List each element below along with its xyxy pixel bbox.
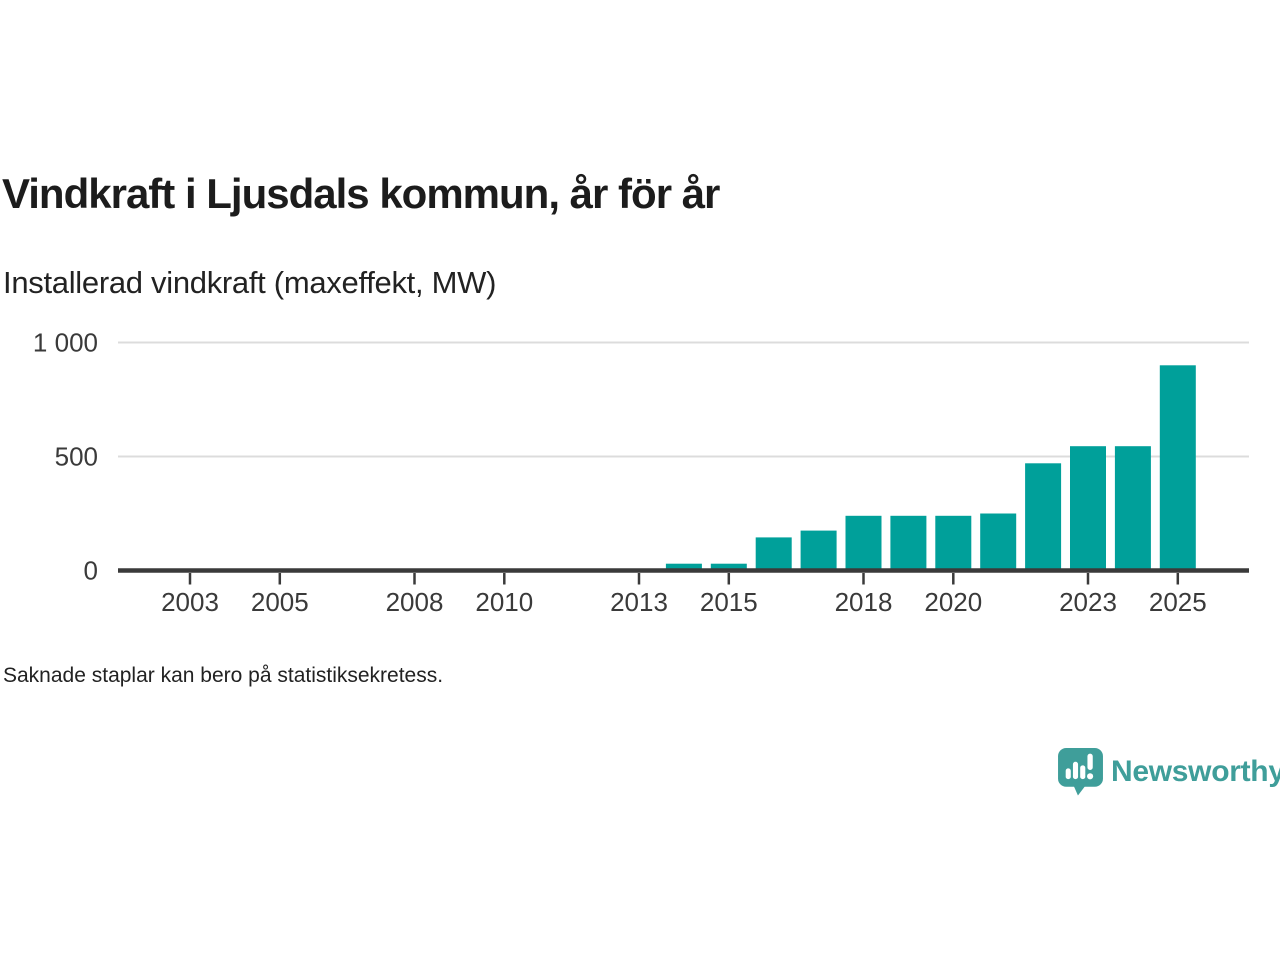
bar-2015 [710,563,747,571]
y-tick-label-0: 0 [84,556,98,586]
footnote: Saknade staplar kan bero på statistiksek… [3,664,444,687]
x-tick-label-2005: 2005 [251,587,309,617]
bar-2016 [755,537,792,571]
bar-2020 [935,515,972,571]
bar-2018 [845,515,882,571]
chart-subtitle: Installerad vindkraft (maxeffekt, MW) [3,265,497,300]
newsworthy-logo: Newsworthy [1058,748,1280,796]
x-tick-label-2003: 2003 [161,587,219,617]
bar-2024 [1114,446,1151,571]
bar-2022 [1025,463,1062,571]
bar-2023 [1070,446,1106,571]
bar-2017 [800,530,837,571]
x-tick-label-2025: 2025 [1149,587,1207,617]
y-tick-label-1000: 1 000 [33,328,98,358]
bar-2019 [890,515,927,571]
x-tick-label-2023: 2023 [1059,587,1117,617]
newsworthy-brand-name: Newsworthy [1111,755,1280,788]
page-title: Vindkraft i Ljusdals kommun, år för år [2,170,720,217]
x-tick-label-2020: 2020 [924,587,982,617]
bar-2014 [665,563,702,571]
x-tick-label-2015: 2015 [700,587,758,617]
x-tick-label-2013: 2013 [610,587,668,617]
x-tick-label-2010: 2010 [475,587,533,617]
bar-2025 [1159,365,1196,571]
x-tick-label-2018: 2018 [835,587,893,617]
newsworthy-logo-icon [1058,748,1103,796]
x-tick-label-2008: 2008 [386,587,444,617]
y-tick-label-500: 500 [55,442,98,472]
bar-2021 [980,513,1017,571]
